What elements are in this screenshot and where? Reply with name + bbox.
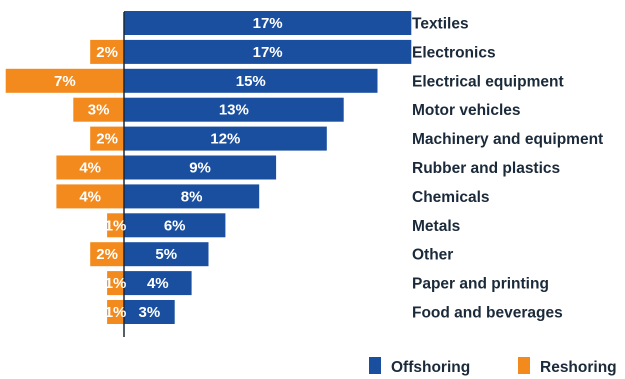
offshoring-value-label-paper-and-printing: 4% [147,275,169,292]
offshoring-bar-rubber-and-plastics [124,155,277,180]
offshoring-value-label-textiles: 17% [253,15,283,32]
offshoring-bar-machinery-and-equipment [124,126,327,151]
offshoring-value-label-electrical-equipment: 15% [236,73,266,90]
reshoring-value-label-other: 2% [96,246,118,263]
offshoring-value-label-electronics: 17% [253,44,283,61]
reshoring-bar-machinery-and-equipment [90,126,124,151]
reshoring-bar-motor-vehicles [73,97,124,122]
offshoring-bar-food-and-beverages [124,300,175,324]
reshoring-value-label-metals: 1% [105,217,127,234]
reshoring-value-label-electrical-equipment: 7% [54,73,76,90]
offshoring-value-label-motor-vehicles: 13% [219,102,249,119]
reshoring-bar-other [90,242,124,267]
reshoring-bar-electronics [90,39,124,64]
offshoring-value-label-metals: 6% [164,217,186,234]
offshoring-bar-other [124,242,209,267]
offshoring-bar-paper-and-printing [124,271,192,296]
category-label-metals: Metals [412,218,460,235]
reshoring-bar-paper-and-printing [107,271,124,296]
category-label-electronics: Electronics [412,44,496,61]
offshoring-bar-metals [124,213,226,238]
category-label-paper-and-printing: Paper and printing [412,276,549,293]
reshoring-bar-chemicals [56,184,124,209]
bars-group [5,11,412,324]
category-label-rubber-and-plastics: Rubber and plastics [412,160,560,177]
offshoring-bar-textiles [124,11,412,35]
offshoring-bar-chemicals [124,184,260,209]
category-label-chemicals: Chemicals [412,189,490,206]
reshoring-bar-electrical-equipment [5,68,125,93]
labels-group: 17% Textiles 17% 2% Electronics 15% 7% Electric… [54,15,603,322]
category-label-food-and-beverages: Food and beverages [412,305,563,322]
legend: Offshoring Reshoring [369,357,617,376]
offshoring-bar-motor-vehicles [124,97,344,122]
offshoring-value-label-other: 5% [155,246,177,263]
reshoring-value-label-rubber-and-plastics: 4% [79,160,101,177]
offshoring-bar-electronics [124,39,412,64]
legend-swatch-reshoring [518,357,530,374]
reshoring-value-label-machinery-and-equipment: 2% [96,131,118,148]
reshoring-bar-food-and-beverages [107,300,124,324]
reshoring-value-label-chemicals: 4% [79,188,101,205]
offshoring-bar-electrical-equipment [124,68,378,93]
reshoring-value-label-motor-vehicles: 3% [88,102,110,119]
reshoring-value-label-food-and-beverages: 1% [105,304,127,321]
legend-label-reshoring: Reshoring [540,359,617,376]
category-label-other: Other [412,247,453,264]
reshoring-bar-rubber-and-plastics [56,155,124,180]
category-label-machinery-and-equipment: Machinery and equipment [412,131,603,148]
category-label-motor-vehicles: Motor vehicles [412,102,521,119]
offshoring-value-label-food-and-beverages: 3% [139,304,161,321]
legend-swatch-offshoring [369,357,381,374]
offshoring-value-label-rubber-and-plastics: 9% [189,160,211,177]
offshoring-value-label-chemicals: 8% [181,188,203,205]
category-label-electrical-equipment: Electrical equipment [412,73,564,90]
offshoring-value-label-machinery-and-equipment: 12% [210,131,240,148]
reshoring-value-label-paper-and-printing: 1% [105,275,127,292]
reshoring-value-label-electronics: 2% [96,44,118,61]
category-label-textiles: Textiles [412,16,469,33]
legend-label-offshoring: Offshoring [391,359,470,376]
reshoring-bar-metals [107,213,124,238]
